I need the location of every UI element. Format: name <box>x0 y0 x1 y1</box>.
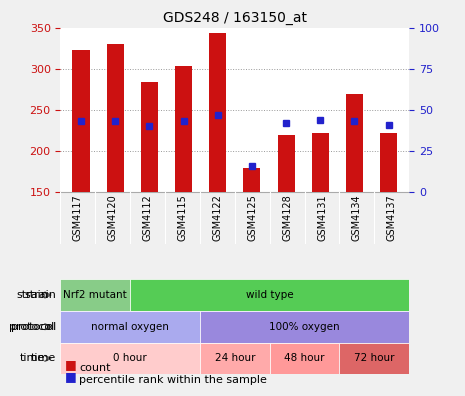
Text: GSM4134: GSM4134 <box>352 194 362 241</box>
Text: protocol: protocol <box>11 322 56 332</box>
Text: GSM4115: GSM4115 <box>178 194 187 241</box>
Bar <box>106 44 124 192</box>
Text: protocol: protocol <box>9 322 55 332</box>
Bar <box>312 133 329 192</box>
Text: 100% oxygen: 100% oxygen <box>269 322 340 332</box>
Bar <box>270 343 339 374</box>
Text: 72 hour: 72 hour <box>354 353 395 364</box>
Text: GSM4117: GSM4117 <box>73 194 83 241</box>
Text: count: count <box>79 363 111 373</box>
Bar <box>60 311 200 343</box>
Bar <box>278 135 295 192</box>
Text: GSM4112: GSM4112 <box>143 194 153 241</box>
Bar <box>346 93 363 192</box>
Text: time: time <box>20 353 45 364</box>
Bar <box>243 168 260 192</box>
Text: ■: ■ <box>65 358 77 371</box>
Bar <box>73 50 89 192</box>
Text: 48 hour: 48 hour <box>284 353 325 364</box>
Text: GSM4131: GSM4131 <box>317 194 327 241</box>
Text: GSM4137: GSM4137 <box>387 194 397 241</box>
Bar <box>380 133 397 192</box>
Text: wild type: wild type <box>246 290 293 300</box>
Text: 24 hour: 24 hour <box>214 353 255 364</box>
Bar <box>60 279 130 311</box>
Text: 0 hour: 0 hour <box>113 353 147 364</box>
Bar <box>200 343 270 374</box>
Text: ■: ■ <box>65 370 77 383</box>
Text: GSM4120: GSM4120 <box>108 194 118 241</box>
Text: GSM4122: GSM4122 <box>213 194 222 242</box>
Bar <box>130 279 409 311</box>
Text: GSM4125: GSM4125 <box>247 194 257 242</box>
Text: strain: strain <box>16 290 48 300</box>
Bar <box>175 67 192 192</box>
Text: time: time <box>31 353 56 364</box>
Bar <box>200 311 409 343</box>
Text: percentile rank within the sample: percentile rank within the sample <box>79 375 267 385</box>
Text: Nrf2 mutant: Nrf2 mutant <box>63 290 127 300</box>
Title: GDS248 / 163150_at: GDS248 / 163150_at <box>163 11 307 25</box>
Bar <box>209 32 226 192</box>
Bar <box>60 343 200 374</box>
Bar <box>339 343 409 374</box>
Bar <box>141 82 158 192</box>
Text: GSM4128: GSM4128 <box>282 194 292 241</box>
Text: strain: strain <box>24 290 56 300</box>
Text: normal oxygen: normal oxygen <box>91 322 169 332</box>
